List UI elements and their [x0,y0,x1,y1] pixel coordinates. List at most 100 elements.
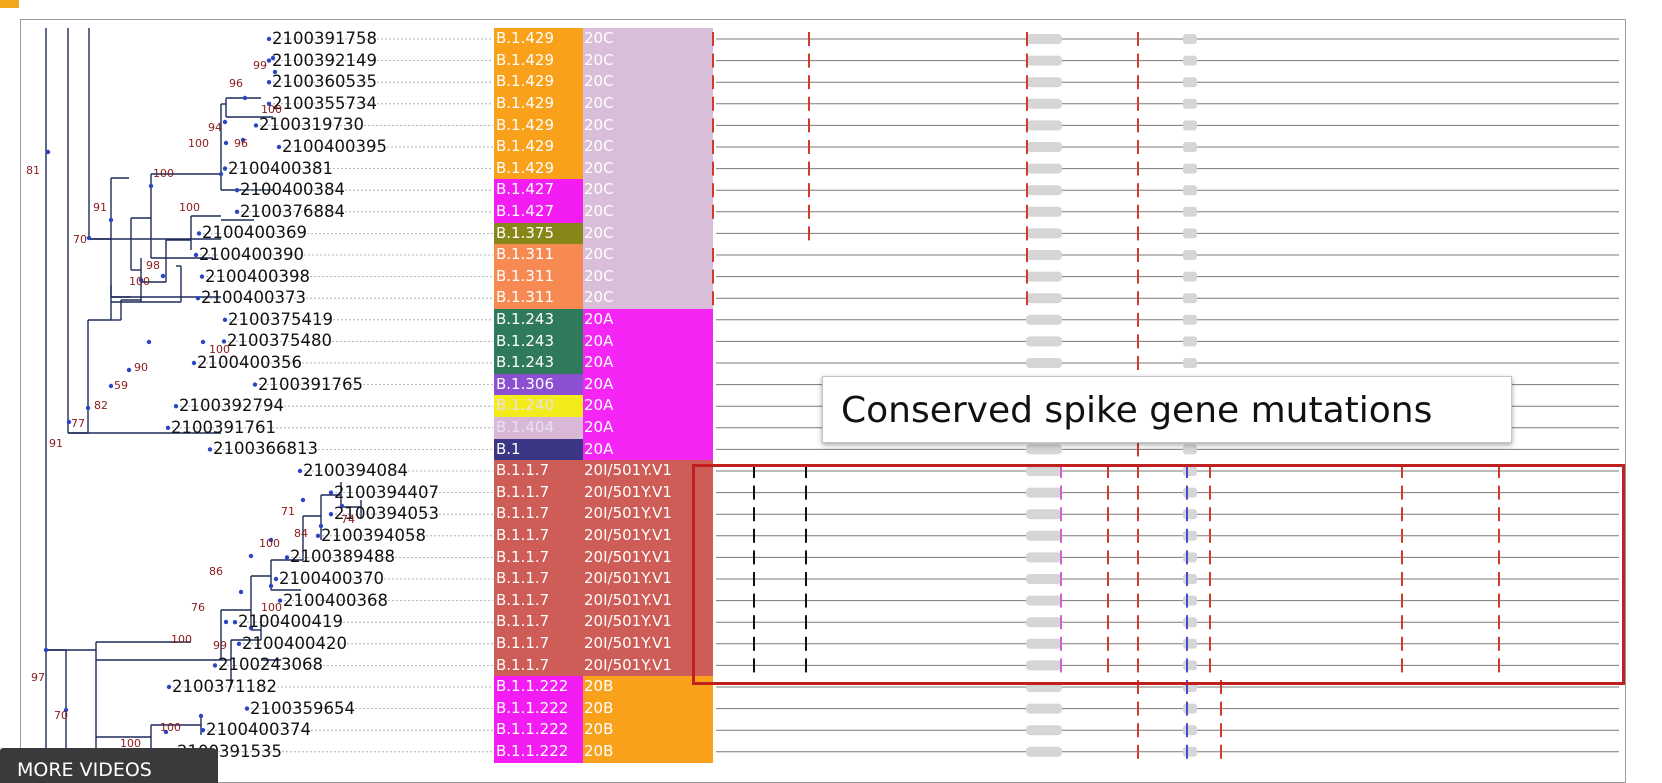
leaf-node-dot [284,555,290,560]
bootstrap-value: 100 [171,633,192,646]
leaf-label: 2100366813 [213,439,318,459]
gene-block [1026,509,1062,520]
gene-block [1026,293,1062,304]
leaf-label: 2100400374 [206,720,311,740]
clade-cell: 20A [583,395,713,417]
leaf-label: 2100391765 [258,374,363,394]
mutation-tracks [712,32,1619,759]
leaf-label: 2100400398 [205,266,310,286]
leaf-node-dot [234,209,240,214]
gene-block [1026,55,1062,66]
more-videos-button[interactable]: MORE VIDEOS [0,748,218,783]
gene-block [1183,293,1197,304]
leaf-node-dot [221,339,227,344]
leaf-label: 2100319730 [259,115,364,135]
gene-block [1183,336,1197,347]
lineage-cell: B.1.1.7 [494,503,603,525]
internal-node-dot [240,137,246,143]
leaf-node-dot [173,404,179,409]
lineage-cell: B.1.429 [494,49,603,72]
lineage-cell: B.1.1.7 [494,568,603,590]
bootstrap-value: 77 [71,417,85,430]
gene-block [1183,358,1197,368]
internal-node-dot [270,55,276,61]
bootstrap-value: 74 [341,513,355,526]
gene-block [1026,466,1062,476]
clade-cell: 20C [583,136,713,158]
bootstrap-value: 70 [54,709,68,722]
bootstrap-value: 82 [94,399,108,412]
leaf-label: 2100400373 [201,288,306,308]
gene-block [1026,142,1062,152]
internal-node-dot [238,589,244,595]
gene-block [1026,574,1062,584]
clade-cell: 20B [583,676,713,698]
gene-block [1183,444,1197,455]
clade-cell: 20C [583,287,713,309]
internal-node-dot [339,503,345,509]
lineage-cell: B.1 [494,438,603,461]
leaf-node-dot [222,166,228,171]
lineage-cell: B.1.1.7 [494,460,603,482]
lineage-cell: B.1.1.222 [494,697,603,720]
bootstrap-value: 100 [209,343,230,356]
clade-cell: 20I/501Y.V1 [583,654,713,677]
internal-node-dot [148,183,154,189]
clade-cell: 20B [583,697,713,720]
gene-block [1183,77,1197,88]
orange-corner-tab [0,0,19,8]
internal-node-dot [223,140,229,146]
clade-cell: 20B [583,741,713,763]
gene-block [1026,271,1062,282]
clade-cell: 20B [583,719,713,741]
lineage-cell: B.1.311 [494,265,603,288]
gene-block [1183,98,1197,109]
lineage-cell: B.1.404 [494,417,603,439]
gene-block [1183,250,1197,260]
bootstrap-value: 100 [129,275,150,288]
clade-cell: 20C [583,28,713,50]
leaf-label: 2100400369 [202,223,307,243]
lineage-cell: B.1.1.222 [494,741,603,763]
gene-block [1026,314,1062,325]
leaf-node-dot [297,468,303,474]
clade-cell: 20A [583,330,713,353]
lineage-cell: B.1.1.7 [494,633,603,655]
bootstrap-value: 94 [208,121,222,134]
gene-block [1183,55,1197,66]
gene-block [1183,746,1197,757]
internal-node-dot [160,273,166,279]
clade-cell: 20C [583,265,713,288]
leaf-label: 2100400368 [283,590,388,610]
lineage-cell: B.1.1.222 [494,676,603,698]
bootstrap-value: 59 [114,379,128,392]
leaf-label: 2100375419 [228,309,333,329]
gene-block [1026,120,1062,131]
clade-cell: 20I/501Y.V1 [583,633,713,655]
leaf-label: 2100376884 [240,201,345,221]
leaf-label: 2100400395 [282,137,387,156]
leaf-node-dot [191,360,197,366]
internal-node-dot [138,277,144,283]
lineage-cell: B.1.429 [494,136,603,158]
leaf-label: 2100394058 [321,525,426,545]
lineage-cell: B.1.1.7 [494,546,603,569]
internal-node-dot [86,235,92,241]
bootstrap-value: 96 [229,77,243,90]
leaf-label: 2100392794 [179,396,284,416]
bootstrap-value: 100 [160,721,181,734]
bootstrap-value: 100 [261,601,282,614]
leaf-node-dot [273,576,279,582]
clade-cell: 20I/501Y.V1 [583,568,713,590]
lineage-cell: B.1.429 [494,157,603,180]
leaf-node-dot [193,252,199,258]
leaf-label: 2100400419 [238,612,343,632]
leaf-node-dot [212,663,218,668]
lineage-cell: B.1.243 [494,309,603,331]
clade-cell: 20C [583,222,713,245]
internal-node-dot [222,119,228,125]
lineage-cell: B.1.311 [494,287,603,309]
bootstrap-value: 86 [209,565,223,578]
bootstrap-value: 100 [259,537,280,550]
internal-node-dot [63,707,69,713]
